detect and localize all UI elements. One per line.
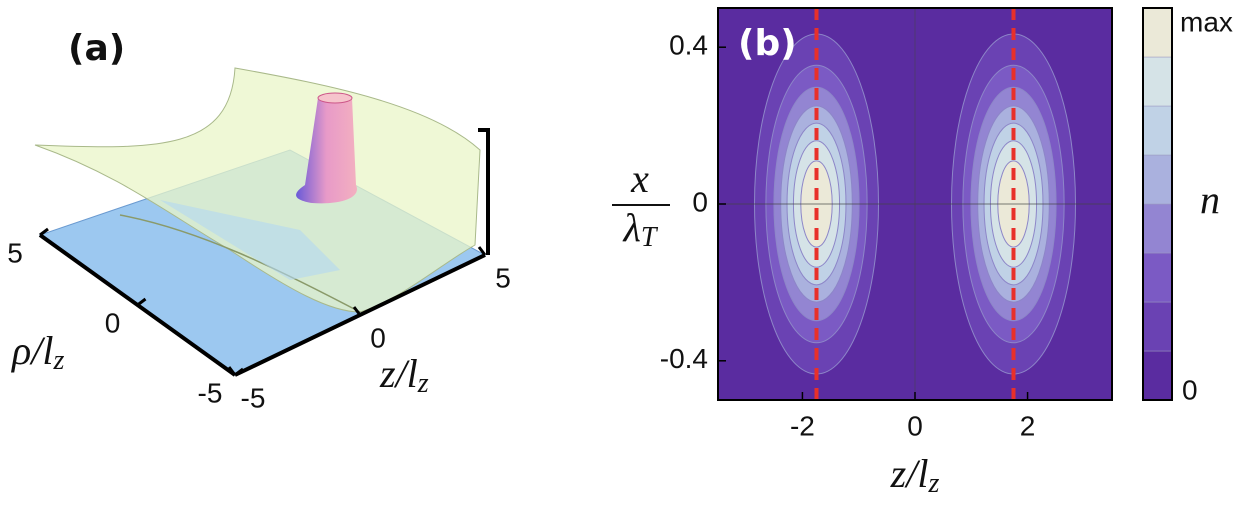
density-peak (296, 98, 357, 204)
parabolic-surface (34, 67, 481, 313)
y-tick-label: -0.4 (660, 343, 708, 374)
y-tick-label: 0 (370, 322, 386, 353)
x-tick (39, 227, 49, 237)
x-axis-label-main: ρ/l (10, 328, 53, 373)
colorbar-band (1142, 154, 1173, 205)
y-tick-label: -5 (241, 382, 266, 413)
vertical-axis (478, 128, 490, 255)
colorbar-band (1142, 301, 1173, 352)
x-tick-label: 2 (1020, 410, 1036, 441)
y-tick-label: 0 (692, 186, 708, 217)
colorbar-band (1142, 350, 1173, 401)
y-tick-label: 0.4 (669, 30, 708, 61)
y-axis-label-sub: z (417, 368, 429, 399)
y-tick (477, 246, 487, 256)
colorbar-min-label: 0 (1182, 374, 1198, 405)
colorbar-band (1142, 56, 1173, 107)
colorbar-band (1142, 203, 1173, 254)
x-axis-label-sub: z (927, 468, 939, 499)
panel-label: (a) (68, 28, 125, 69)
y-axis-label: z/lz (379, 351, 429, 399)
x-tick-label: 0 (105, 307, 121, 338)
y-tick (352, 306, 362, 316)
x-tick (234, 367, 244, 377)
surface-fold (119, 214, 361, 313)
colorbar-label: n (1200, 177, 1220, 222)
x-tick-label: -2 (790, 410, 815, 441)
peak-top (317, 92, 353, 104)
y-label-numerator: x (630, 156, 649, 201)
x-tick-label: 5 (7, 237, 23, 268)
contour-plot (718, 8, 1112, 400)
surface-plot (34, 67, 490, 377)
colorbar-frame (1142, 7, 1173, 401)
x-tick-label: -5 (198, 377, 223, 408)
y-label-denominator: λT (623, 205, 659, 253)
colorbar-max-label: max (1180, 6, 1233, 37)
surface-shade (160, 200, 340, 280)
panel-label: (b) (738, 23, 797, 64)
y-tick-label: 5 (495, 262, 511, 293)
colorbar-band (1142, 7, 1173, 58)
x-axis-label: z/lz (890, 451, 940, 499)
x-axis-label-main: z/l (890, 451, 929, 496)
colorbar-band (1142, 252, 1173, 303)
colorbar-band (1142, 105, 1173, 156)
y-tick (227, 366, 237, 376)
x-tick-label: 0 (907, 410, 923, 441)
x-axis-label-sub: z (52, 345, 64, 376)
y-axis-label-main: z/l (379, 351, 418, 396)
y-label-den-main: λ (623, 205, 641, 250)
x-tick (136, 297, 147, 307)
x-axis-label: ρ/lz (10, 328, 64, 376)
y-label-den-sub: T (641, 222, 659, 253)
